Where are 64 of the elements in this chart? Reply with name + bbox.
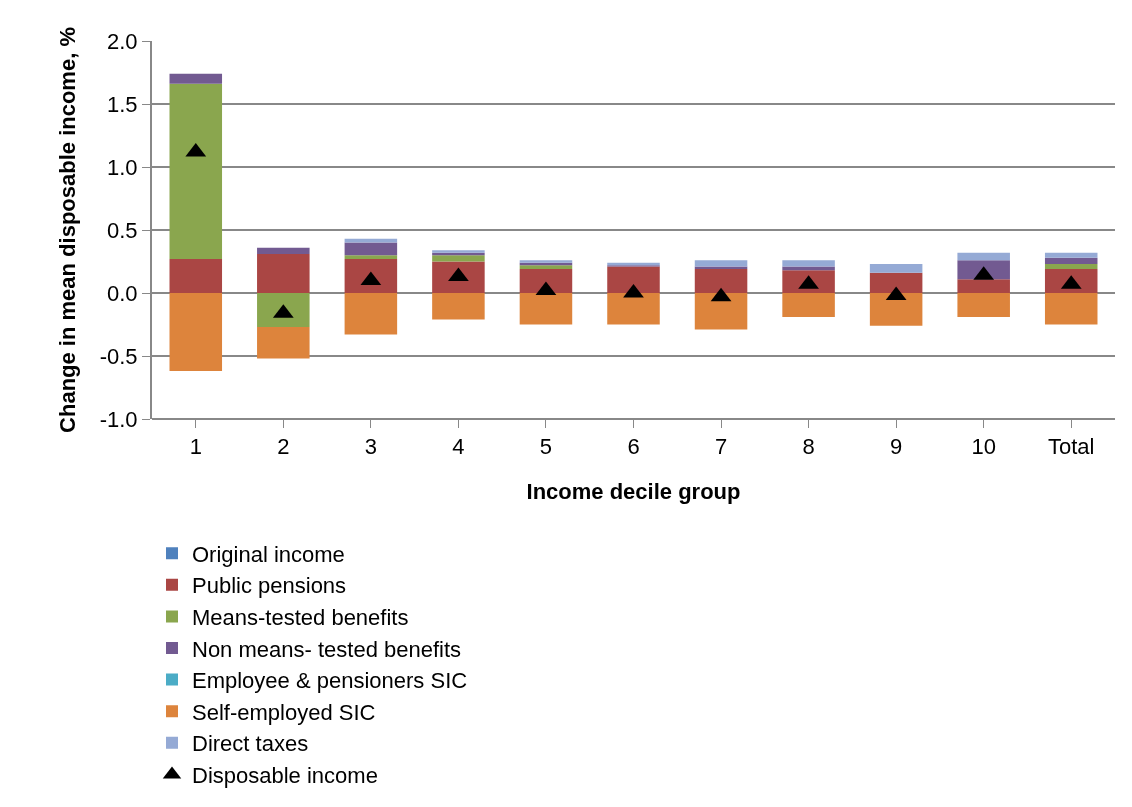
bar	[607, 293, 660, 325]
bar	[169, 258, 223, 293]
bar	[169, 83, 223, 259]
bar	[1044, 257, 1098, 265]
y-axis-title: Change in mean disposable income, %	[54, 27, 80, 433]
y-tick-label: 1.0	[107, 154, 138, 180]
x-tick-label: 1	[189, 434, 202, 460]
bar	[344, 255, 398, 259]
bar	[957, 293, 1010, 317]
legend-label: Disposable income	[192, 762, 378, 788]
bar	[432, 293, 485, 320]
bar	[344, 258, 398, 293]
bar	[257, 293, 310, 328]
legend-label: Non means- tested benefits	[192, 636, 462, 662]
bar	[782, 260, 835, 267]
y-tick-label: -1.0	[99, 406, 138, 432]
x-tick-label: Total	[1047, 434, 1095, 460]
x-axis-title: Income decile group	[526, 479, 741, 505]
x-tick-label: 4	[452, 434, 465, 460]
bar	[519, 269, 573, 293]
x-tick-label: 7	[714, 434, 728, 460]
bar	[169, 73, 223, 84]
bar	[607, 266, 660, 293]
bar	[694, 269, 748, 293]
bar	[1044, 293, 1098, 325]
legend-label: Employee & pensioners SIC	[192, 668, 468, 694]
legend-label: Self-employed SIC	[192, 699, 376, 725]
bar	[344, 293, 398, 335]
bar	[957, 279, 1010, 293]
bar	[694, 260, 748, 267]
bar	[169, 293, 223, 372]
x-tick-label: 3	[364, 434, 377, 460]
legend-label: Means-tested benefits	[192, 604, 409, 630]
y-tick-label: -0.5	[99, 343, 138, 369]
x-tick-label: 2	[277, 434, 290, 460]
y-tick-label: 0.0	[107, 280, 138, 306]
bar	[694, 293, 748, 330]
bar	[869, 272, 923, 293]
x-tick-label: 6	[627, 434, 640, 460]
bar	[957, 252, 1010, 261]
legend-label: Direct taxes	[192, 731, 309, 757]
bar	[432, 255, 485, 262]
x-tick-label: 9	[890, 434, 903, 460]
legend-label: Public pensions	[192, 573, 347, 599]
bar	[1044, 264, 1098, 270]
bar	[1044, 252, 1098, 258]
y-tick-label: 1.5	[107, 91, 138, 117]
bar	[519, 293, 573, 325]
x-tick-label: 5	[539, 434, 553, 460]
bar	[344, 238, 398, 243]
bar	[519, 265, 573, 270]
bar	[432, 261, 485, 293]
x-tick-label: 8	[802, 434, 815, 460]
y-tick-label: 2.0	[107, 28, 138, 54]
bar	[257, 327, 310, 359]
bar	[869, 293, 923, 326]
bar	[782, 293, 835, 317]
y-tick-label: 0.5	[107, 217, 138, 243]
bar	[344, 242, 398, 256]
bar	[869, 264, 923, 273]
legend-label: Original income	[192, 541, 345, 567]
bar	[257, 247, 310, 254]
x-tick-label: 10	[971, 434, 996, 460]
bar	[257, 253, 310, 293]
